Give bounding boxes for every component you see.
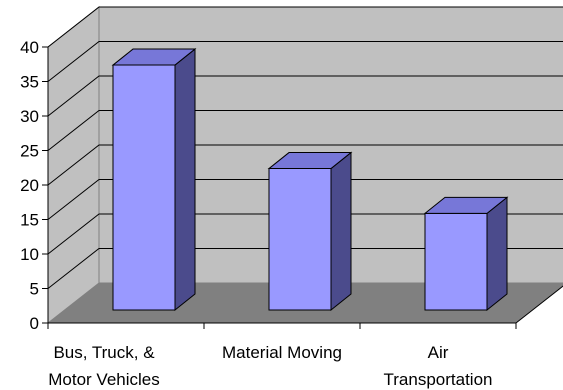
bar-top-1 xyxy=(267,152,353,170)
y-tick-label-35: 35 xyxy=(20,73,39,92)
x-tick-label-2: Air Transportation xyxy=(384,343,493,389)
y-tick-label-40: 40 xyxy=(20,38,39,57)
bar-top-0 xyxy=(111,48,197,66)
y-axis: 0 5 10 15 20 25 30 35 40 xyxy=(20,38,49,333)
floor-edge xyxy=(515,285,563,324)
x-tick-label-0: Bus, Truck, & Motor Vehicles xyxy=(48,343,160,389)
gridline-35 xyxy=(47,41,563,82)
bar-side-0 xyxy=(174,48,196,312)
x-tick-label-0-line-0: Bus, Truck, & xyxy=(53,343,155,362)
bar-front-1 xyxy=(268,168,332,311)
bar-top-2 xyxy=(423,196,509,214)
x-tick-label-1: Material Moving xyxy=(222,343,342,362)
bar-side-1 xyxy=(330,151,352,312)
y-tick-label-5: 5 xyxy=(30,280,39,299)
x-tick-label-0-line-1: Motor Vehicles xyxy=(48,370,160,389)
x-tick-label-2-line-1: Transportation xyxy=(384,370,493,389)
gridline-15 xyxy=(47,179,563,220)
bar-front-2 xyxy=(424,212,488,311)
gridline-5 xyxy=(47,248,563,289)
gridlines xyxy=(47,6,563,289)
gridline-40 xyxy=(47,6,563,48)
gridline-25 xyxy=(47,110,563,151)
bar-front-0 xyxy=(112,64,176,311)
gridline-10 xyxy=(47,213,563,255)
gridline-30 xyxy=(47,75,563,117)
bar-0 xyxy=(111,48,197,312)
y-tick-label-0: 0 xyxy=(30,314,39,333)
y-tick-label-30: 30 xyxy=(20,107,39,126)
x-axis: Bus, Truck, & Motor Vehicles Material Movi… xyxy=(47,285,563,389)
y-tick-label-10: 10 xyxy=(20,245,39,264)
y-tick-label-25: 25 xyxy=(20,142,39,161)
bars xyxy=(111,48,509,312)
gridline-20 xyxy=(47,144,563,186)
x-tick-label-2-line-0: Air xyxy=(428,343,449,362)
y-tick-label-20: 20 xyxy=(20,176,39,195)
bar-2 xyxy=(423,196,509,312)
bar-1 xyxy=(267,151,353,312)
y-tick-label-15: 15 xyxy=(20,211,39,230)
x-tick-label-1-line-0: Material Moving xyxy=(222,343,342,362)
bar-side-2 xyxy=(486,196,508,312)
